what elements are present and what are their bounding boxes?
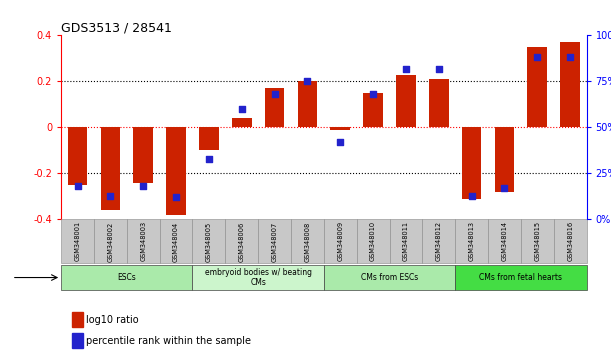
Point <box>401 66 411 72</box>
Bar <box>560 42 580 127</box>
Point <box>73 183 82 189</box>
Point <box>237 106 247 112</box>
Bar <box>494 127 514 192</box>
Text: GSM348009: GSM348009 <box>337 221 343 262</box>
Bar <box>324 265 455 290</box>
Bar <box>127 219 159 263</box>
Point <box>138 183 148 189</box>
Text: GSM348007: GSM348007 <box>271 221 277 262</box>
Point <box>467 193 477 198</box>
Text: GSM348014: GSM348014 <box>502 221 508 262</box>
Bar <box>265 88 284 127</box>
Bar <box>324 219 357 263</box>
Bar <box>166 127 186 215</box>
Bar <box>396 75 415 127</box>
Bar <box>429 79 448 127</box>
Text: GDS3513 / 28541: GDS3513 / 28541 <box>61 21 172 34</box>
Bar <box>298 81 317 127</box>
Bar <box>232 118 252 127</box>
Bar <box>488 219 521 263</box>
Bar <box>357 219 390 263</box>
Bar <box>94 219 127 263</box>
Bar <box>363 93 383 127</box>
Text: GSM348015: GSM348015 <box>534 221 540 262</box>
Bar <box>159 219 192 263</box>
Bar <box>68 127 87 185</box>
Text: GSM348003: GSM348003 <box>140 221 146 262</box>
Text: CMs from fetal hearts: CMs from fetal hearts <box>480 273 562 282</box>
Bar <box>422 219 455 263</box>
Text: CMs from ESCs: CMs from ESCs <box>361 273 418 282</box>
Bar <box>455 265 587 290</box>
Bar <box>527 47 547 127</box>
Point <box>302 79 312 84</box>
Text: GSM348001: GSM348001 <box>75 221 81 262</box>
Bar <box>71 312 83 327</box>
Text: GSM348004: GSM348004 <box>173 221 179 262</box>
Bar <box>331 127 350 130</box>
Text: GSM348002: GSM348002 <box>108 221 114 262</box>
Text: GSM348010: GSM348010 <box>370 221 376 262</box>
Bar <box>390 219 422 263</box>
Text: ESCs: ESCs <box>117 273 136 282</box>
Bar <box>133 127 153 183</box>
Bar <box>521 219 554 263</box>
Text: log10 ratio: log10 ratio <box>86 315 139 325</box>
Bar <box>455 219 488 263</box>
Point <box>500 185 510 191</box>
Bar <box>192 219 225 263</box>
Text: GSM348008: GSM348008 <box>304 221 310 262</box>
Bar <box>462 127 481 199</box>
Bar <box>291 219 324 263</box>
Text: embryoid bodies w/ beating
CMs: embryoid bodies w/ beating CMs <box>205 268 312 287</box>
Point <box>335 139 345 145</box>
Point <box>204 156 214 161</box>
Bar <box>192 265 324 290</box>
Text: GSM348013: GSM348013 <box>469 222 475 261</box>
Text: GSM348005: GSM348005 <box>206 221 212 262</box>
Point <box>106 193 115 198</box>
Point <box>532 55 542 60</box>
Bar <box>100 127 120 210</box>
Bar <box>71 333 83 348</box>
Text: GSM348016: GSM348016 <box>567 221 573 262</box>
Text: percentile rank within the sample: percentile rank within the sample <box>86 336 251 346</box>
Point <box>269 91 279 97</box>
Bar <box>225 219 258 263</box>
Point <box>565 55 575 60</box>
Bar <box>554 219 587 263</box>
Point <box>434 66 444 72</box>
Text: GSM348011: GSM348011 <box>403 222 409 261</box>
Bar <box>61 265 192 290</box>
Text: GSM348006: GSM348006 <box>239 221 245 262</box>
Point <box>368 91 378 97</box>
Bar <box>61 219 94 263</box>
Text: GSM348012: GSM348012 <box>436 221 442 262</box>
Point <box>171 195 181 200</box>
Bar <box>258 219 291 263</box>
Bar <box>199 127 219 150</box>
